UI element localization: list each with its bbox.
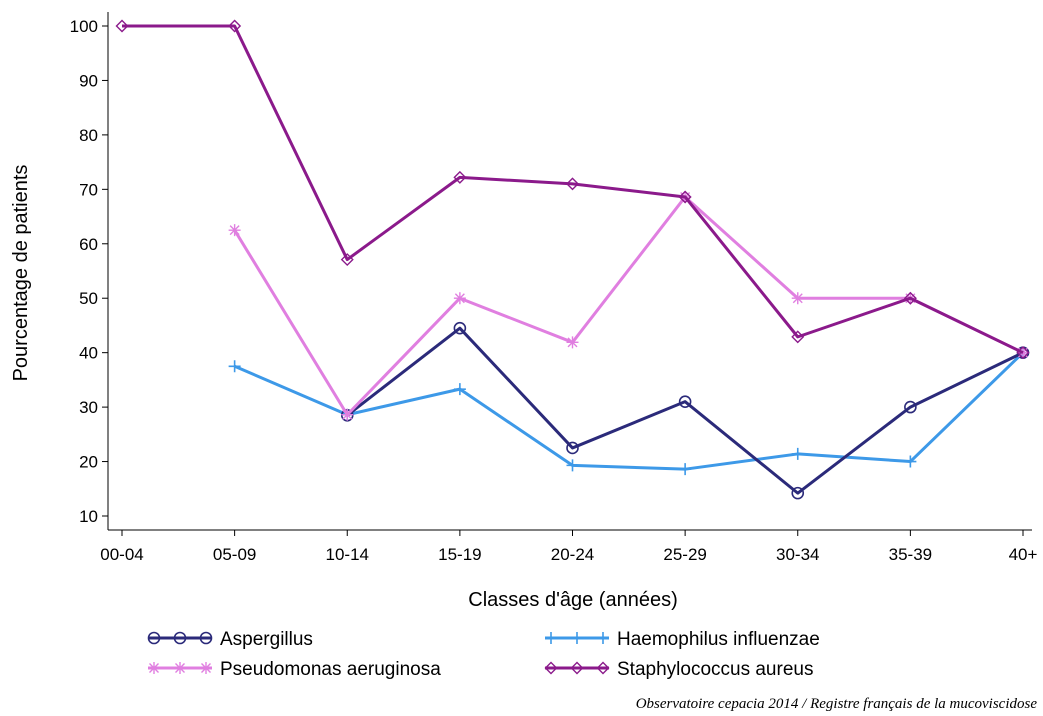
data-point	[453, 292, 466, 305]
y-axis-title: Pourcentage de patients	[10, 165, 32, 382]
series-line	[233, 195, 1024, 417]
axes: 10 20 30 40 50 60 70 80 90 100 00-04 05-09 10-14 15-1…	[70, 12, 1038, 564]
data-point	[566, 441, 579, 455]
legend-marker	[174, 662, 186, 674]
x-axis-title: Classes d'âge (années)	[468, 589, 678, 611]
source-note: Observatoire cepacia 2014 / Registre fra…	[635, 696, 1037, 712]
legend-item: Haemophilus influenzae	[545, 629, 820, 650]
x-tick-label: 35-39	[889, 545, 932, 564]
series-line	[234, 351, 1025, 471]
data-point	[679, 463, 692, 476]
y-tick-label: 10	[79, 507, 98, 526]
data-point	[791, 486, 805, 500]
y-tick-label: 90	[79, 71, 98, 90]
x-tick-label: 30-34	[776, 545, 819, 564]
legend-marker	[147, 631, 161, 645]
legend-marker	[544, 661, 558, 675]
y-tick-label: 40	[79, 344, 98, 363]
data-point	[453, 383, 466, 396]
data-point	[453, 321, 467, 335]
series-line	[122, 24, 1024, 355]
data-point	[1017, 346, 1029, 359]
legend-marker	[199, 631, 213, 645]
legend-marker	[200, 662, 212, 674]
data-point	[903, 291, 917, 305]
data-point	[228, 224, 241, 237]
data-point	[791, 330, 805, 344]
legend-marker	[545, 632, 557, 644]
data-point	[904, 455, 917, 468]
data-point	[341, 408, 354, 421]
data-point	[791, 447, 804, 460]
data-point	[566, 177, 579, 191]
x-tick-label: 10-14	[326, 545, 369, 564]
y-tick-label: 30	[79, 398, 98, 417]
y-tick-label: 70	[79, 180, 98, 199]
data-point	[678, 395, 692, 408]
legend: Aspergillus Pseudomonas aeruginosa Haemoph…	[147, 629, 820, 680]
x-tick-label: 05-09	[213, 545, 256, 564]
legend-marker	[597, 632, 609, 644]
data-point	[566, 459, 579, 472]
legend-label: Staphylococcus aureus	[617, 659, 813, 680]
y-tick-label: 100	[70, 17, 98, 36]
series-staphylococcus-aureus	[115, 19, 1030, 360]
data-point	[228, 360, 241, 373]
legend-label: Haemophilus influenzae	[617, 629, 820, 650]
data-point	[453, 170, 467, 184]
series-layer	[115, 19, 1030, 500]
y-tick-label: 60	[79, 235, 98, 254]
legend-marker	[571, 632, 583, 644]
x-tick-label: 25-29	[663, 545, 706, 564]
x-tick-label: 00-04	[100, 545, 143, 564]
series-line	[346, 326, 1024, 495]
x-tick-label: 20-24	[551, 545, 594, 564]
data-point	[228, 19, 242, 33]
y-tick-label: 80	[79, 126, 98, 145]
x-tick-label: 15-19	[438, 545, 481, 564]
data-point	[1016, 346, 1030, 360]
legend-marker	[173, 631, 187, 645]
data-point	[904, 400, 917, 414]
y-tick-label: 50	[79, 289, 98, 308]
legend-item: Staphylococcus aureus	[544, 659, 813, 680]
legend-marker	[570, 661, 584, 675]
series-haemophilus-influenzae	[228, 346, 1029, 476]
data-point	[791, 292, 804, 305]
data-point	[340, 253, 354, 267]
legend-label: Pseudomonas aeruginosa	[220, 659, 441, 680]
series-pseudomonas-aeruginosa	[228, 190, 1029, 421]
data-point	[566, 336, 579, 349]
legend-marker	[596, 661, 610, 675]
legend-marker	[148, 662, 160, 674]
legend-item: Pseudomonas aeruginosa	[148, 659, 441, 680]
y-tick-label: 20	[79, 453, 98, 472]
data-point	[115, 19, 129, 33]
legend-label: Aspergillus	[220, 629, 313, 650]
data-point	[678, 190, 692, 204]
x-tick-label: 40+	[1009, 545, 1038, 564]
legend-item: Aspergillus	[147, 629, 313, 650]
